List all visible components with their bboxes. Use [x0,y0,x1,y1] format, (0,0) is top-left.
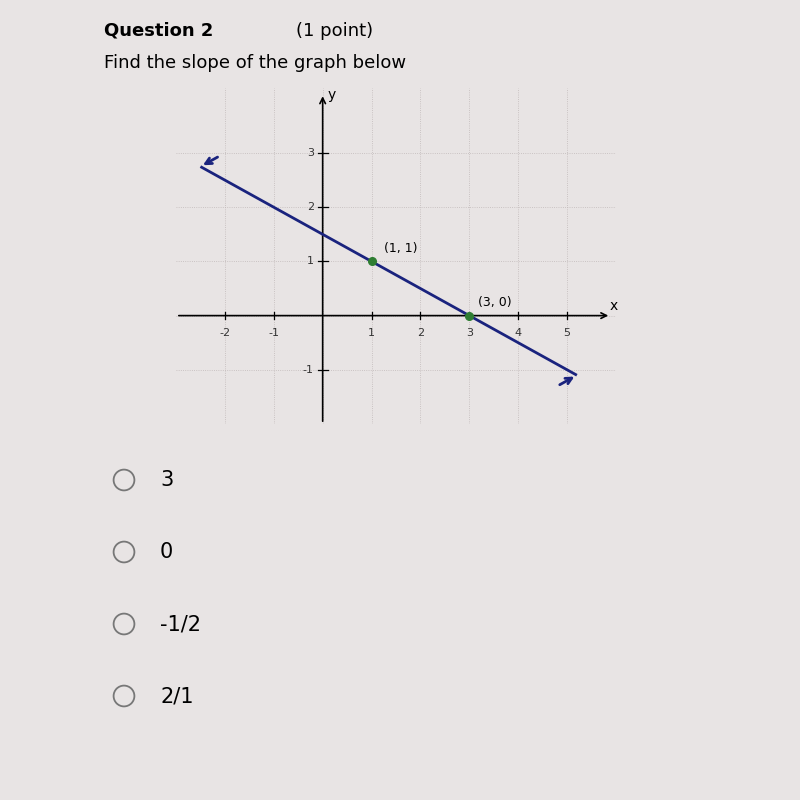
Text: 3: 3 [307,148,314,158]
Text: 3: 3 [466,327,473,338]
Text: -2: -2 [219,327,230,338]
Text: y: y [327,87,335,102]
Text: (1 point): (1 point) [296,22,373,40]
Text: 2: 2 [306,202,314,212]
Text: 3: 3 [160,470,174,490]
Text: x: x [610,299,618,313]
Text: 4: 4 [514,327,522,338]
Text: 1: 1 [307,257,314,266]
Text: -1: -1 [268,327,279,338]
Text: 2: 2 [417,327,424,338]
Text: -1/2: -1/2 [160,614,201,634]
Text: (1, 1): (1, 1) [384,242,418,254]
Text: -1: -1 [303,365,314,375]
Text: (3, 0): (3, 0) [478,296,512,309]
Text: Find the slope of the graph below: Find the slope of the graph below [104,54,406,72]
Text: Question 2: Question 2 [104,22,214,40]
Text: 5: 5 [564,327,570,338]
Text: 2/1: 2/1 [160,686,194,706]
Text: 1: 1 [368,327,375,338]
Text: 0: 0 [160,542,174,562]
